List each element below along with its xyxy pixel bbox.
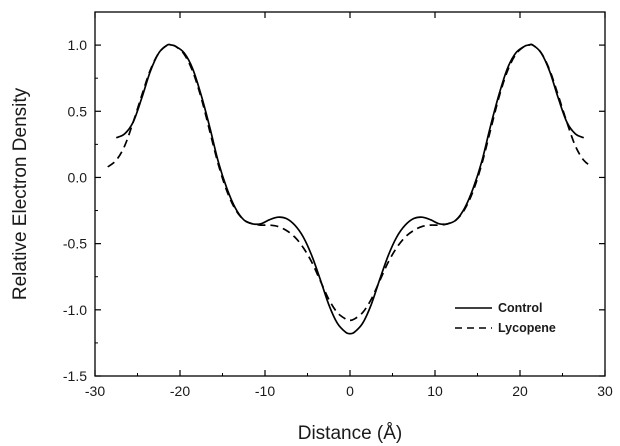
y-tick-label: 0.5 bbox=[68, 103, 88, 119]
y-tick-label: -1.0 bbox=[63, 302, 87, 318]
series-line-lycopene bbox=[107, 43, 593, 322]
y-tick-label: 1.0 bbox=[68, 37, 88, 53]
y-tick-label: -1.5 bbox=[63, 368, 87, 384]
x-tick-label: 30 bbox=[597, 383, 613, 399]
x-axis-title: Distance (Å) bbox=[298, 423, 403, 444]
x-tick-label: 0 bbox=[346, 383, 354, 399]
plot-lines bbox=[107, 43, 593, 335]
plot-frame bbox=[94, 11, 606, 377]
x-tick-label: 10 bbox=[427, 383, 443, 399]
y-tick-label: -0.5 bbox=[63, 236, 87, 252]
legend-lycopene-label: Lycopene bbox=[498, 321, 556, 335]
y-tick-label: 0.0 bbox=[68, 169, 88, 185]
x-tick-label: -10 bbox=[255, 383, 275, 399]
series-line-control bbox=[115, 43, 585, 335]
x-tick-label: 20 bbox=[512, 383, 528, 399]
legend-control-label: Control bbox=[498, 301, 542, 315]
y-axis-title: Relative Electron Density bbox=[10, 87, 31, 300]
legend: Control Lycopene bbox=[455, 301, 556, 335]
x-tick-label: -20 bbox=[170, 383, 190, 399]
tick-labels: -30 -20 -10 0 10 20 30 -1.5 -1.0 -0.5 0.0 0.5 1.0 bbox=[63, 37, 613, 399]
x-tick-label: -30 bbox=[85, 383, 105, 399]
